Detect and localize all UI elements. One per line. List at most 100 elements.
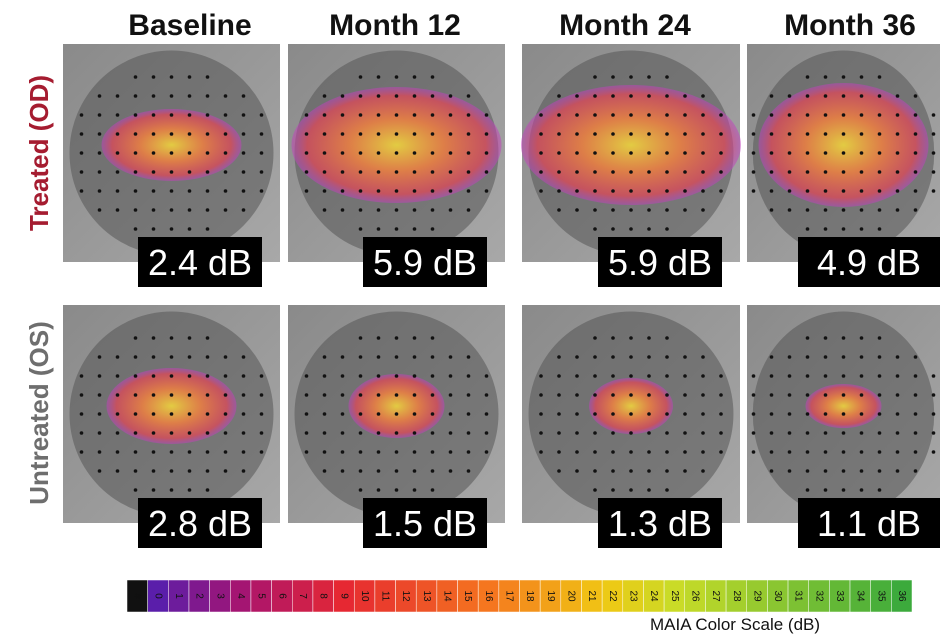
stimulus-dot (701, 189, 705, 193)
stimulus-dot (932, 393, 936, 397)
stimulus-dot (557, 189, 561, 193)
scale-cell-label: 29 (751, 590, 762, 602)
stimulus-dot (593, 151, 597, 155)
stimulus-dot (719, 431, 723, 435)
stimulus-dot (188, 94, 192, 98)
stimulus-dot (395, 208, 399, 212)
stimulus-dot (878, 450, 882, 454)
stimulus-dot (152, 75, 156, 79)
stimulus-dot (359, 374, 363, 378)
stimulus-dot (611, 208, 615, 212)
stimulus-dot (341, 431, 345, 435)
stimulus-dot (932, 151, 936, 155)
stimulus-dot (788, 393, 792, 397)
stimulus-dot (467, 132, 471, 136)
stimulus-dot (341, 469, 345, 473)
stimulus-dot (647, 151, 651, 155)
stimulus-dot (134, 374, 138, 378)
stimulus-dot (341, 151, 345, 155)
stimulus-dot (914, 355, 918, 359)
stimulus-dot (341, 208, 345, 212)
stimulus-dot (224, 132, 228, 136)
stimulus-dot (431, 488, 435, 492)
stimulus-dot (170, 412, 174, 416)
stimulus-dot (611, 412, 615, 416)
stimulus-dot (860, 469, 864, 473)
stimulus-dot (116, 393, 120, 397)
stimulus-dot (752, 393, 756, 397)
stimulus-dot (206, 374, 210, 378)
stimulus-dot (842, 336, 846, 340)
stimulus-dot (665, 412, 669, 416)
stimulus-dot (683, 170, 687, 174)
stimulus-dot (752, 170, 756, 174)
stimulus-dot (206, 189, 210, 193)
stimulus-dot (116, 113, 120, 117)
stimulus-dot (467, 469, 471, 473)
db-label: 2.4 dB (148, 242, 252, 283)
scale-cell-label: 26 (689, 590, 700, 602)
stimulus-dot (206, 450, 210, 454)
stimulus-dot (701, 374, 705, 378)
stimulus-dot (914, 450, 918, 454)
stimulus-dot (770, 374, 774, 378)
stimulus-dot (914, 374, 918, 378)
stimulus-dot (170, 374, 174, 378)
stimulus-dot (611, 336, 615, 340)
stimulus-dot (539, 170, 543, 174)
stimulus-dot (395, 488, 399, 492)
stimulus-dot (377, 355, 381, 359)
stimulus-dot (188, 227, 192, 231)
stimulus-dot (860, 75, 864, 79)
stimulus-dot (98, 393, 102, 397)
stimulus-dot (683, 393, 687, 397)
stimulus-dot (575, 170, 579, 174)
stimulus-dot (359, 189, 363, 193)
stimulus-dot (824, 132, 828, 136)
stimulus-dot (431, 75, 435, 79)
stimulus-dot (557, 151, 561, 155)
stimulus-dot (323, 208, 327, 212)
scale-cell-label: 7 (297, 593, 308, 599)
stimulus-dot (842, 94, 846, 98)
fundus-panel: 5.9 dB (288, 44, 505, 287)
stimulus-dot (188, 208, 192, 212)
stimulus-dot (611, 189, 615, 193)
stimulus-dot (242, 151, 246, 155)
stimulus-dot (647, 488, 651, 492)
stimulus-dot (206, 336, 210, 340)
stimulus-dot (80, 113, 84, 117)
stimulus-dot (842, 450, 846, 454)
stimulus-dot (719, 151, 723, 155)
stimulus-dot (260, 431, 264, 435)
stimulus-dot (242, 450, 246, 454)
stimulus-dot (593, 132, 597, 136)
stimulus-dot (806, 431, 810, 435)
stimulus-dot (80, 450, 84, 454)
heat-region (521, 85, 741, 205)
stimulus-dot (647, 132, 651, 136)
stimulus-dot (359, 336, 363, 340)
stimulus-dot (170, 170, 174, 174)
stimulus-dot (557, 431, 561, 435)
stimulus-dot (395, 469, 399, 473)
stimulus-dot (413, 393, 417, 397)
stimulus-dot (557, 208, 561, 212)
stimulus-dot (557, 170, 561, 174)
stimulus-dot (842, 75, 846, 79)
stimulus-dot (341, 113, 345, 117)
stimulus-dot (539, 113, 543, 117)
stimulus-dot (842, 431, 846, 435)
stimulus-dot (611, 113, 615, 117)
stimulus-dot (116, 208, 120, 212)
stimulus-dot (914, 431, 918, 435)
stimulus-dot (557, 393, 561, 397)
stimulus-dot (878, 336, 882, 340)
scale-cell-label: 13 (421, 590, 432, 602)
stimulus-dot (116, 469, 120, 473)
stimulus-dot (206, 94, 210, 98)
stimulus-dot (395, 431, 399, 435)
stimulus-dot (98, 450, 102, 454)
scale-cell-label: # (132, 593, 143, 599)
stimulus-dot (188, 450, 192, 454)
